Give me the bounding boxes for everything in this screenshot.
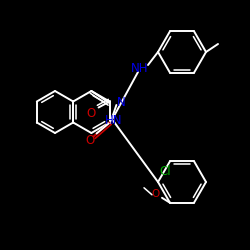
Text: O: O (152, 189, 160, 199)
Text: NH: NH (131, 62, 149, 74)
Text: HN: HN (104, 114, 122, 128)
Text: Cl: Cl (159, 165, 171, 178)
Text: N: N (117, 96, 126, 110)
Text: O: O (85, 134, 94, 147)
Text: O: O (86, 107, 95, 120)
